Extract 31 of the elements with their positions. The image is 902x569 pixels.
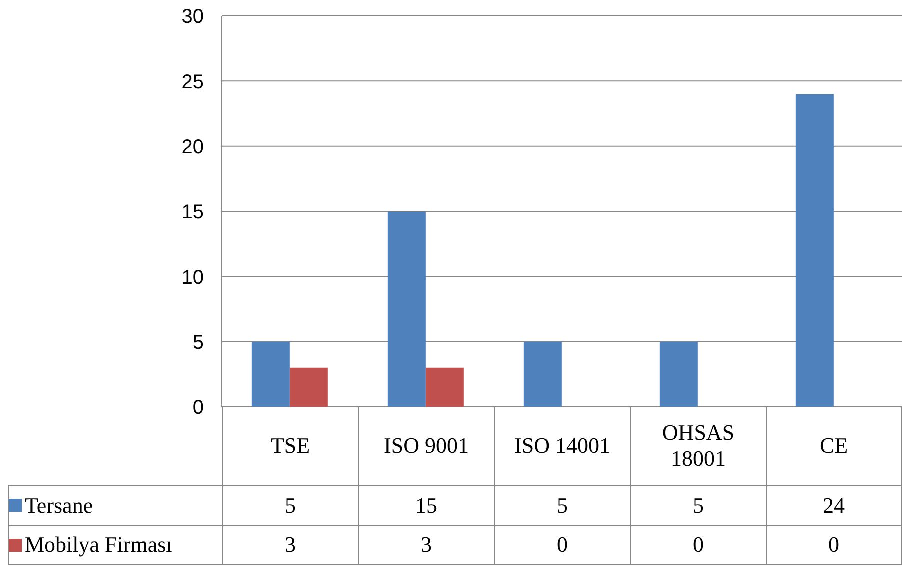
bar	[388, 212, 426, 407]
y-tick-label: 15	[182, 202, 204, 224]
legend-label: Tersane	[25, 492, 94, 518]
data-label: 5	[630, 486, 766, 525]
data-label: 5	[494, 486, 630, 525]
bar	[796, 94, 834, 407]
legend-label: Mobilya Firması	[25, 532, 172, 558]
bar	[524, 342, 562, 407]
x-tick-label: CE	[766, 407, 902, 485]
data-label: 15	[358, 486, 494, 525]
data-label: 5	[222, 486, 358, 525]
data-label: 3	[358, 526, 494, 564]
y-tick-label: 5	[192, 332, 204, 354]
data-label: 0	[494, 526, 630, 564]
bar	[252, 342, 290, 407]
data-label: 0	[766, 526, 902, 564]
bar	[290, 368, 328, 407]
y-tick-label: 30	[182, 6, 204, 28]
bar	[426, 368, 464, 407]
x-tick-label: OHSAS 18001	[630, 407, 766, 485]
y-tick-label: 10	[182, 266, 204, 289]
x-tick-label: TSE	[222, 407, 358, 485]
y-tick-label: 25	[182, 71, 204, 94]
y-tick-label: 0	[192, 397, 204, 420]
data-label: 24	[766, 486, 902, 525]
data-label: 3	[222, 526, 358, 564]
y-tick-label: 20	[182, 136, 204, 158]
x-tick-label: ISO 14001	[494, 407, 630, 485]
bar	[660, 342, 698, 407]
x-tick-label: ISO 9001	[358, 407, 494, 485]
data-label: 0	[630, 526, 766, 564]
